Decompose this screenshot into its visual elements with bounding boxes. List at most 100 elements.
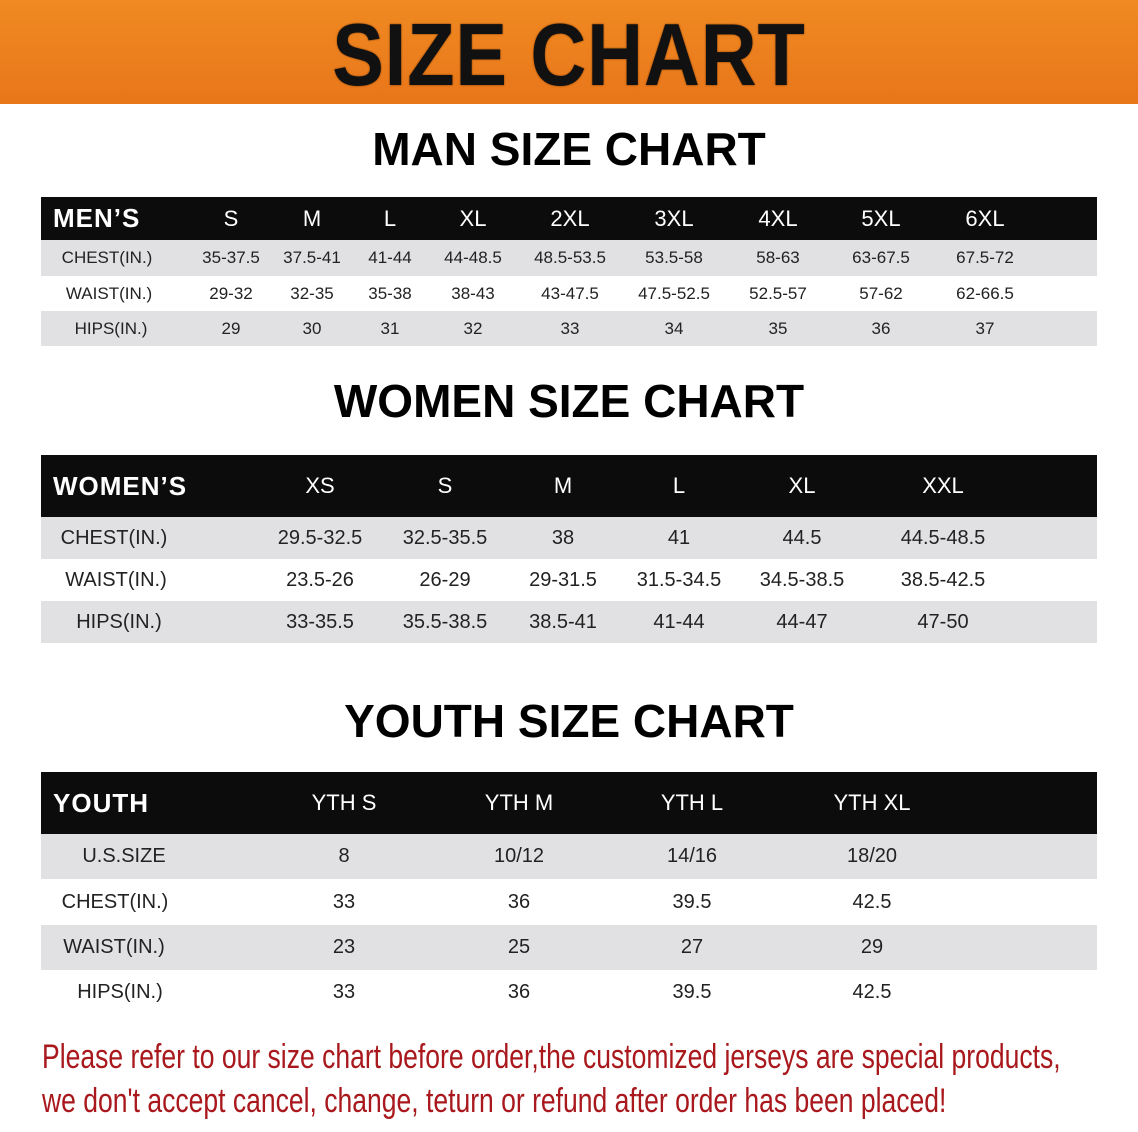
table-header: WOMEN’S XS S M L XL XXL: [41, 455, 1097, 517]
measurement-cell: 36: [871, 318, 891, 338]
measurement-cell: 52.5-57: [749, 283, 807, 303]
size-column-header: XXL: [922, 473, 964, 498]
measurement-cell: 38: [551, 526, 575, 549]
size-column-header: M: [302, 205, 322, 231]
size-column-header: YTH S: [311, 790, 377, 815]
measurement-cell: 44.5: [782, 526, 822, 549]
measurement-cell: 32: [463, 318, 483, 338]
table-header-label: YOUTH: [53, 787, 149, 818]
measurement-cell: 18/20: [846, 845, 898, 867]
measurement-cell: 47-50: [917, 610, 969, 633]
measurement-cell: 62-66.5: [956, 283, 1014, 303]
women-section-title: WOMEN SIZE CHART: [333, 375, 805, 427]
size-column-header: L: [672, 473, 686, 498]
banner: SIZE CHART: [0, 0, 1138, 104]
size-column-header: 2XL: [550, 205, 590, 231]
size-column-header: L: [383, 205, 397, 231]
measurement-cell: 44-48.5: [444, 248, 502, 267]
row-label: HIPS(IN.): [77, 981, 163, 1003]
table-row: WAIST(IN.) 23.5-26 26-29 29-31.5 31.5-34.5 34…: [41, 559, 1097, 601]
measurement-cell: 14/16: [666, 845, 718, 867]
measurement-cell: 23: [332, 936, 356, 958]
size-column-header: S: [437, 473, 453, 498]
size-column-header: S: [223, 205, 239, 231]
measurement-cell: 31.5-34.5: [636, 568, 722, 591]
measurement-cell: 36: [507, 981, 531, 1003]
size-column-header: YTH M: [484, 790, 554, 815]
measurement-cell: 41-44: [653, 610, 705, 633]
men-section-title: MAN SIZE CHART: [372, 123, 766, 175]
table-row: CHEST(IN.) 33 36 39.5 42.5: [41, 879, 1097, 925]
measurement-cell: 33: [332, 981, 356, 1003]
size-column-header: XL: [788, 473, 816, 498]
women-size-table: WOMEN’S XS S M L XL XXL CHEST(IN.) 29.5-32.5 32.5…: [41, 455, 1097, 644]
measurement-cell: 29-32: [209, 283, 253, 303]
measurement-cell: 10/12: [493, 845, 545, 867]
measurement-cell: 33-35.5: [286, 610, 354, 633]
measurement-cell: 42.5: [852, 981, 892, 1003]
men-size-table: MEN’S S M L XL 2XL 3XL 4XL 5XL 6XL CHEST(IN.) 35-37…: [41, 197, 1097, 346]
measurement-cell: 37: [975, 318, 995, 338]
measurement-cell: 57-62: [859, 283, 903, 303]
table-row: HIPS(IN.) 33 36 39.5 42.5: [41, 970, 1097, 1015]
row-label: WAIST(IN.): [63, 936, 165, 958]
measurement-cell: 35-37.5: [202, 248, 260, 267]
table-header: YOUTH YTH S YTH M YTH L YTH XL: [41, 772, 1097, 834]
size-column-header: YTH L: [660, 790, 724, 815]
measurement-cell: 34: [664, 318, 684, 338]
measurement-cell: 48.5-53.5: [534, 248, 606, 267]
measurement-cell: 44.5-48.5: [900, 526, 986, 549]
measurement-cell: 34.5-38.5: [759, 568, 845, 591]
notice-line-2: we don't accept cancel, change, teturn o…: [42, 1082, 947, 1120]
row-label: CHEST(IN.): [61, 248, 153, 267]
table-row: CHEST(IN.) 35-37.5 37.5-41 41-44 44-48.5 48.5…: [41, 240, 1097, 276]
measurement-cell: 33: [332, 890, 356, 913]
measurement-cell: 42.5: [852, 890, 892, 913]
measurement-cell: 26-29: [419, 568, 471, 591]
row-label: U.S.SIZE: [82, 845, 166, 867]
size-column-header: 4XL: [758, 205, 798, 231]
table-header-label: WOMEN’S: [53, 470, 188, 501]
table-header: MEN’S S M L XL 2XL 3XL 4XL 5XL 6XL: [41, 197, 1097, 240]
row-label: HIPS(IN.): [74, 318, 148, 338]
measurement-cell: 29: [860, 936, 884, 958]
row-label: CHEST(IN.): [61, 890, 169, 913]
size-column-header: M: [553, 473, 573, 498]
measurement-cell: 43-47.5: [541, 283, 599, 303]
measurement-cell: 39.5: [672, 981, 712, 1003]
measurement-cell: 58-63: [756, 248, 800, 267]
measurement-cell: 67.5-72: [956, 248, 1014, 267]
measurement-cell: 8: [338, 845, 350, 867]
size-column-header: 5XL: [861, 205, 901, 231]
table-row: HIPS(IN.) 29 30 31 32 33 34 35 36 37: [41, 311, 1097, 346]
measurement-cell: 53.5-58: [645, 248, 703, 267]
table-row: HIPS(IN.) 33-35.5 35.5-38.5 38.5-41 41-44 44-…: [41, 601, 1097, 643]
table-row: U.S.SIZE 8 10/12 14/16 18/20: [41, 834, 1097, 879]
size-column-header: YTH XL: [833, 790, 911, 815]
measurement-cell: 35-38: [368, 283, 412, 303]
size-column-header: XS: [305, 473, 335, 498]
table-row: CHEST(IN.) 29.5-32.5 32.5-35.5 38 41 44.5 44.5…: [41, 517, 1097, 559]
measurement-cell: 29.5-32.5: [277, 526, 363, 549]
row-label: WAIST(IN.): [65, 568, 167, 591]
row-label: WAIST(IN.): [65, 283, 153, 303]
measurement-cell: 32-35: [290, 283, 334, 303]
size-column-header: 6XL: [965, 205, 1005, 231]
banner-title: SIZE CHART: [332, 5, 806, 104]
measurement-cell: 47.5-52.5: [638, 283, 710, 303]
measurement-cell: 36: [507, 890, 531, 913]
measurement-cell: 33: [560, 318, 580, 338]
size-column-header: 3XL: [654, 205, 694, 231]
table-row: WAIST(IN.) 23 25 27 29: [41, 925, 1097, 970]
row-label: CHEST(IN.): [60, 526, 168, 549]
youth-section-title: YOUTH SIZE CHART: [344, 695, 794, 747]
measurement-cell: 30: [302, 318, 322, 338]
measurement-cell: 27: [680, 936, 704, 958]
measurement-cell: 41: [667, 526, 691, 549]
measurement-cell: 39.5: [672, 890, 712, 913]
measurement-cell: 35.5-38.5: [402, 610, 488, 633]
measurement-cell: 38-43: [451, 283, 495, 303]
table-row: WAIST(IN.) 29-32 32-35 35-38 38-43 43-47.5 47.…: [41, 276, 1097, 311]
measurement-cell: 41-44: [368, 248, 412, 267]
measurement-cell: 38.5-42.5: [900, 568, 986, 591]
